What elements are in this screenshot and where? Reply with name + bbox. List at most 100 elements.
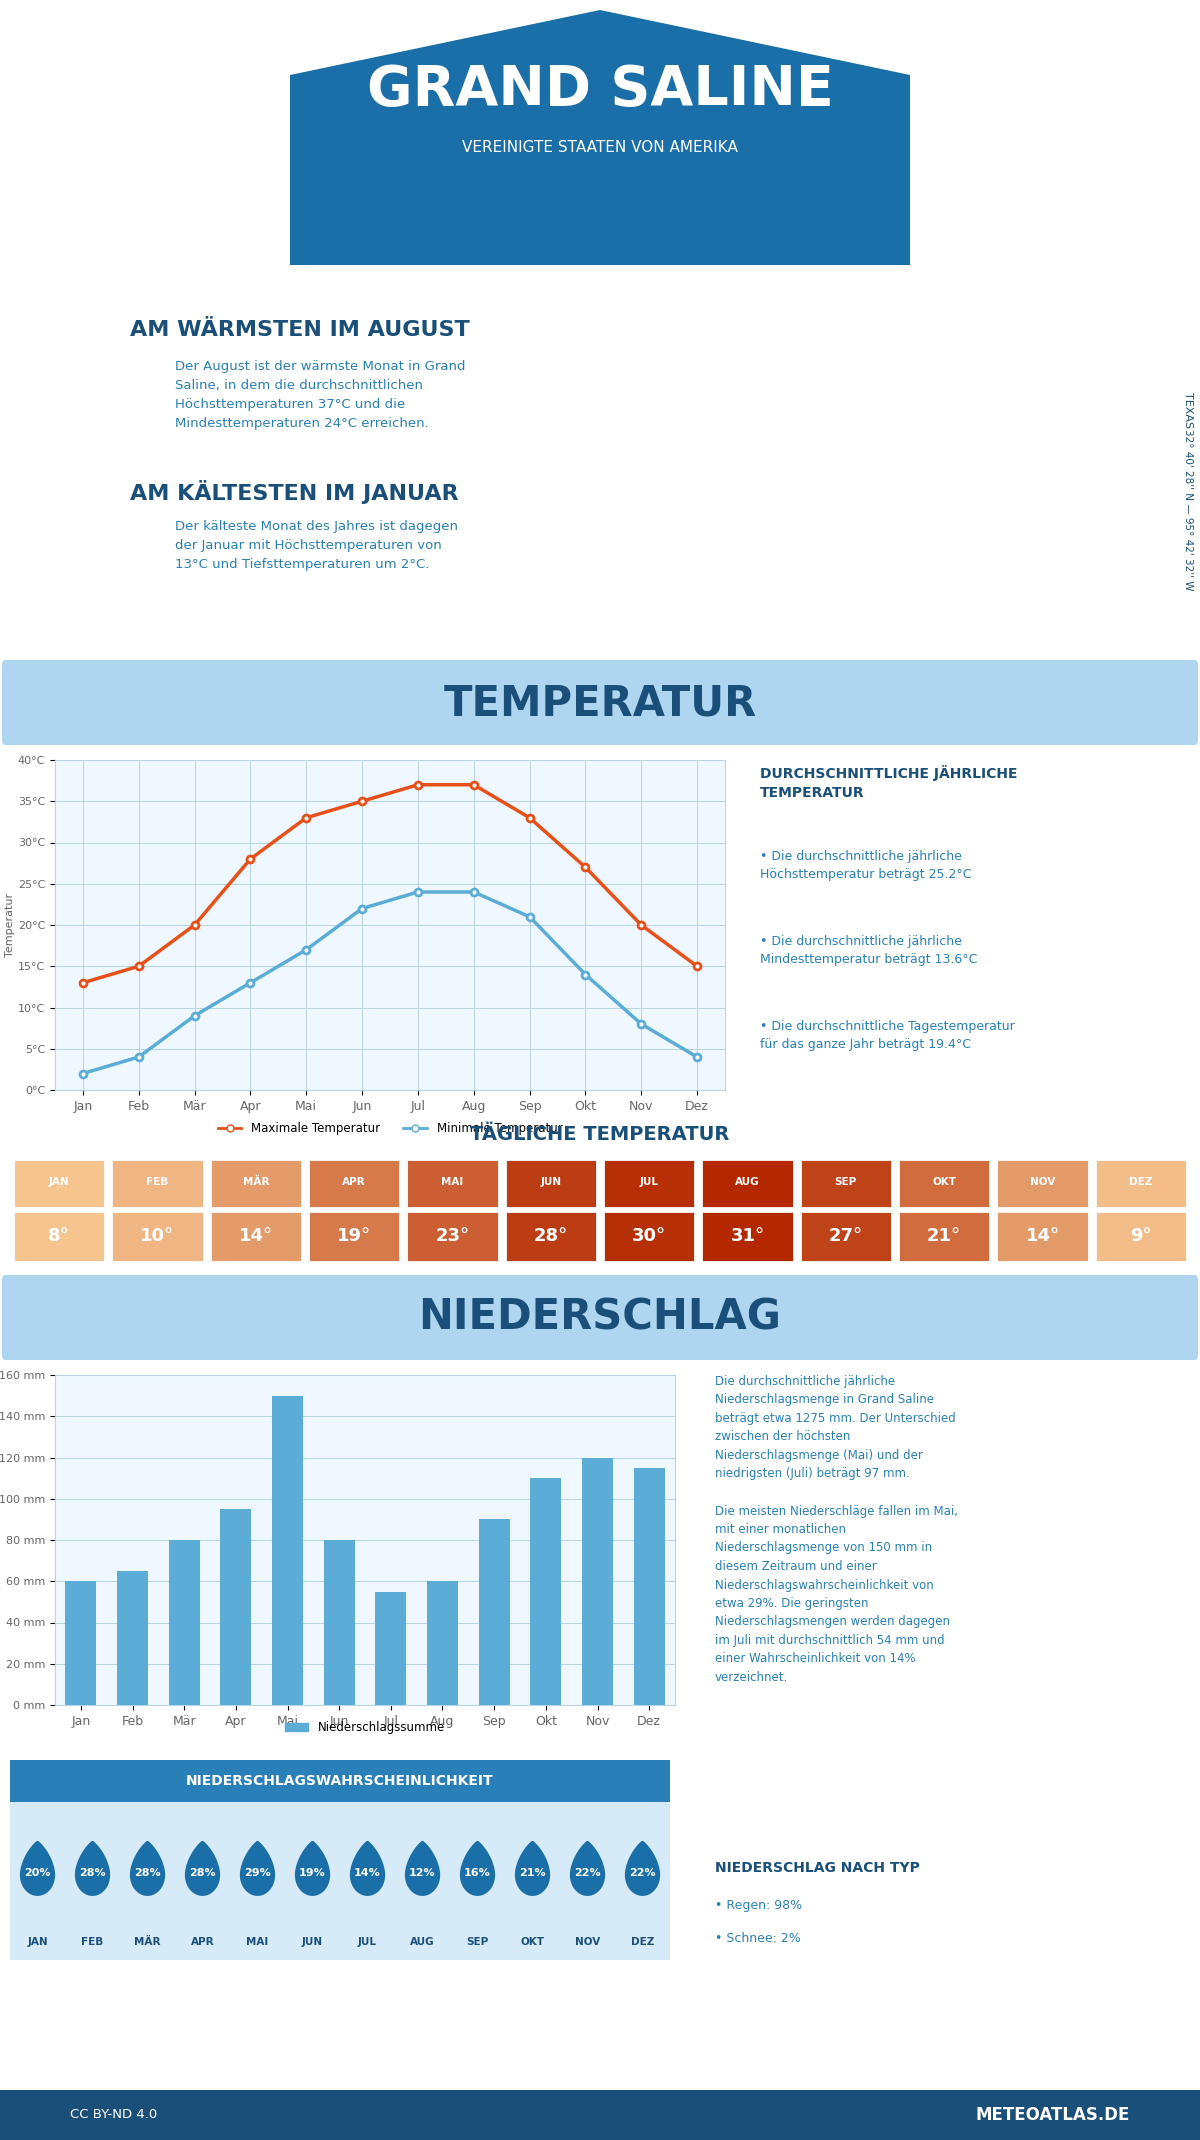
Polygon shape	[349, 1840, 386, 1896]
Bar	[13, 1211, 106, 1263]
Text: 31°: 31°	[731, 1228, 764, 1245]
Text: 28%: 28%	[190, 1868, 216, 1879]
Bar	[13, 1160, 106, 1207]
Bar	[407, 1211, 499, 1263]
Polygon shape	[184, 1840, 221, 1896]
Text: 12%: 12%	[409, 1868, 436, 1879]
Bar	[112, 1160, 204, 1207]
Bar	[272, 1395, 302, 1706]
Bar	[112, 1211, 204, 1263]
Polygon shape	[458, 1840, 496, 1896]
Bar	[996, 1211, 1088, 1263]
Text: FEB: FEB	[146, 1177, 169, 1188]
Text: 23°: 23°	[436, 1228, 469, 1245]
Legend: Maximale Temperatur, Minimale Temperatur: Maximale Temperatur, Minimale Temperatur	[212, 1117, 568, 1141]
Polygon shape	[128, 1840, 166, 1896]
Polygon shape	[239, 1840, 276, 1896]
Text: 10°: 10°	[140, 1228, 174, 1245]
Text: MAI: MAI	[246, 1937, 269, 1947]
Text: 20%: 20%	[24, 1868, 50, 1879]
Bar	[308, 1211, 401, 1263]
Text: OKT: OKT	[932, 1177, 956, 1188]
Text: 28°: 28°	[534, 1228, 568, 1245]
Bar	[799, 1160, 892, 1207]
Text: JAN: JAN	[28, 1937, 48, 1947]
Text: 19°: 19°	[337, 1228, 371, 1245]
Text: MÄR: MÄR	[242, 1177, 269, 1188]
Text: AUG: AUG	[410, 1937, 434, 1947]
Text: TEMPERATUR: TEMPERATUR	[443, 683, 757, 723]
Text: DURCHSCHNITTLICHE JÄHRLICHE
TEMPERATUR: DURCHSCHNITTLICHE JÄHRLICHE TEMPERATUR	[760, 766, 1018, 800]
Text: GRAND SALINE: GRAND SALINE	[366, 62, 834, 118]
Text: AM KÄLTESTEN IM JANUAR: AM KÄLTESTEN IM JANUAR	[130, 479, 458, 505]
Text: TÄGLICHE TEMPERATUR: TÄGLICHE TEMPERATUR	[470, 1124, 730, 1143]
Text: 28%: 28%	[79, 1868, 106, 1879]
Text: JUL: JUL	[640, 1177, 659, 1188]
Text: SEP: SEP	[467, 1937, 488, 1947]
Text: MAI: MAI	[442, 1177, 463, 1188]
Text: AUG: AUG	[736, 1177, 760, 1188]
Bar	[427, 1581, 458, 1706]
Polygon shape	[294, 1840, 331, 1896]
Bar	[530, 1479, 562, 1706]
Text: CC BY-ND 4.0: CC BY-ND 4.0	[70, 2108, 157, 2121]
Text: DEZ: DEZ	[1129, 1177, 1152, 1188]
Text: JAN: JAN	[49, 1177, 70, 1188]
FancyBboxPatch shape	[6, 1757, 674, 1965]
Polygon shape	[569, 1840, 606, 1896]
Bar	[505, 1160, 598, 1207]
Polygon shape	[514, 1840, 551, 1896]
Bar	[65, 1581, 96, 1706]
Bar	[1094, 1160, 1187, 1207]
Bar	[996, 1160, 1088, 1207]
Bar	[479, 1519, 510, 1706]
Text: NIEDERSCHLAGSWAHRSCHEINLICHKEIT: NIEDERSCHLAGSWAHRSCHEINLICHKEIT	[186, 1774, 494, 1789]
Text: DEZ: DEZ	[631, 1937, 654, 1947]
Bar	[634, 1468, 665, 1706]
Y-axis label: Temperatur: Temperatur	[5, 892, 16, 957]
Text: • Die durchschnittliche jährliche
Höchsttemperatur beträgt 25.2°C: • Die durchschnittliche jährliche Höchst…	[760, 850, 972, 882]
Bar	[10, 1759, 670, 1802]
Text: APR: APR	[191, 1937, 215, 1947]
Text: 27°: 27°	[829, 1228, 863, 1245]
Bar	[169, 1541, 199, 1706]
Bar	[799, 1211, 892, 1263]
Text: 32° 40' 28'' N — 95° 42' 32'' W: 32° 40' 28'' N — 95° 42' 32'' W	[1183, 430, 1193, 591]
Text: Der kälteste Monat des Jahres ist dagegen
der Januar mit Höchsttemperaturen von
: Der kälteste Monat des Jahres ist dagege…	[175, 520, 458, 571]
Legend: Niederschlagssumme: Niederschlagssumme	[280, 1716, 450, 1738]
Text: MÄR: MÄR	[134, 1937, 161, 1947]
Text: 19%: 19%	[299, 1868, 326, 1879]
Polygon shape	[404, 1840, 442, 1896]
Text: • Regen: 98%: • Regen: 98%	[715, 1898, 802, 1911]
Text: VEREINIGTE STAATEN VON AMERIKA: VEREINIGTE STAATEN VON AMERIKA	[462, 139, 738, 154]
Bar	[221, 1509, 251, 1706]
Text: 14°: 14°	[1026, 1228, 1060, 1245]
Text: APR: APR	[342, 1177, 366, 1188]
Bar	[1094, 1211, 1187, 1263]
Bar	[582, 1457, 613, 1706]
Text: 28%: 28%	[134, 1868, 161, 1879]
FancyBboxPatch shape	[2, 1273, 1198, 1361]
Text: Der August ist der wärmste Monat in Grand
Saline, in dem die durchschnittlichen
: Der August ist der wärmste Monat in Gran…	[175, 360, 466, 430]
Text: 14°: 14°	[239, 1228, 272, 1245]
Bar	[898, 1211, 990, 1263]
Text: 14%: 14%	[354, 1868, 380, 1879]
Bar	[308, 1160, 401, 1207]
Bar	[505, 1211, 598, 1263]
Bar	[701, 1211, 793, 1263]
Text: NOV: NOV	[575, 1937, 600, 1947]
Bar	[898, 1160, 990, 1207]
Text: JUL: JUL	[358, 1937, 377, 1947]
Text: 29%: 29%	[244, 1868, 271, 1879]
Text: NOV: NOV	[1030, 1177, 1055, 1188]
Bar	[602, 1160, 695, 1207]
Text: NIEDERSCHLAG NACH TYP: NIEDERSCHLAG NACH TYP	[715, 1860, 920, 1875]
Bar	[602, 1211, 695, 1263]
Text: JUN: JUN	[540, 1177, 562, 1188]
Bar	[324, 1541, 355, 1706]
Bar	[376, 1592, 407, 1706]
Text: 21°: 21°	[928, 1228, 961, 1245]
Text: 16%: 16%	[464, 1868, 491, 1879]
Bar	[701, 1160, 793, 1207]
Text: 30°: 30°	[632, 1228, 666, 1245]
